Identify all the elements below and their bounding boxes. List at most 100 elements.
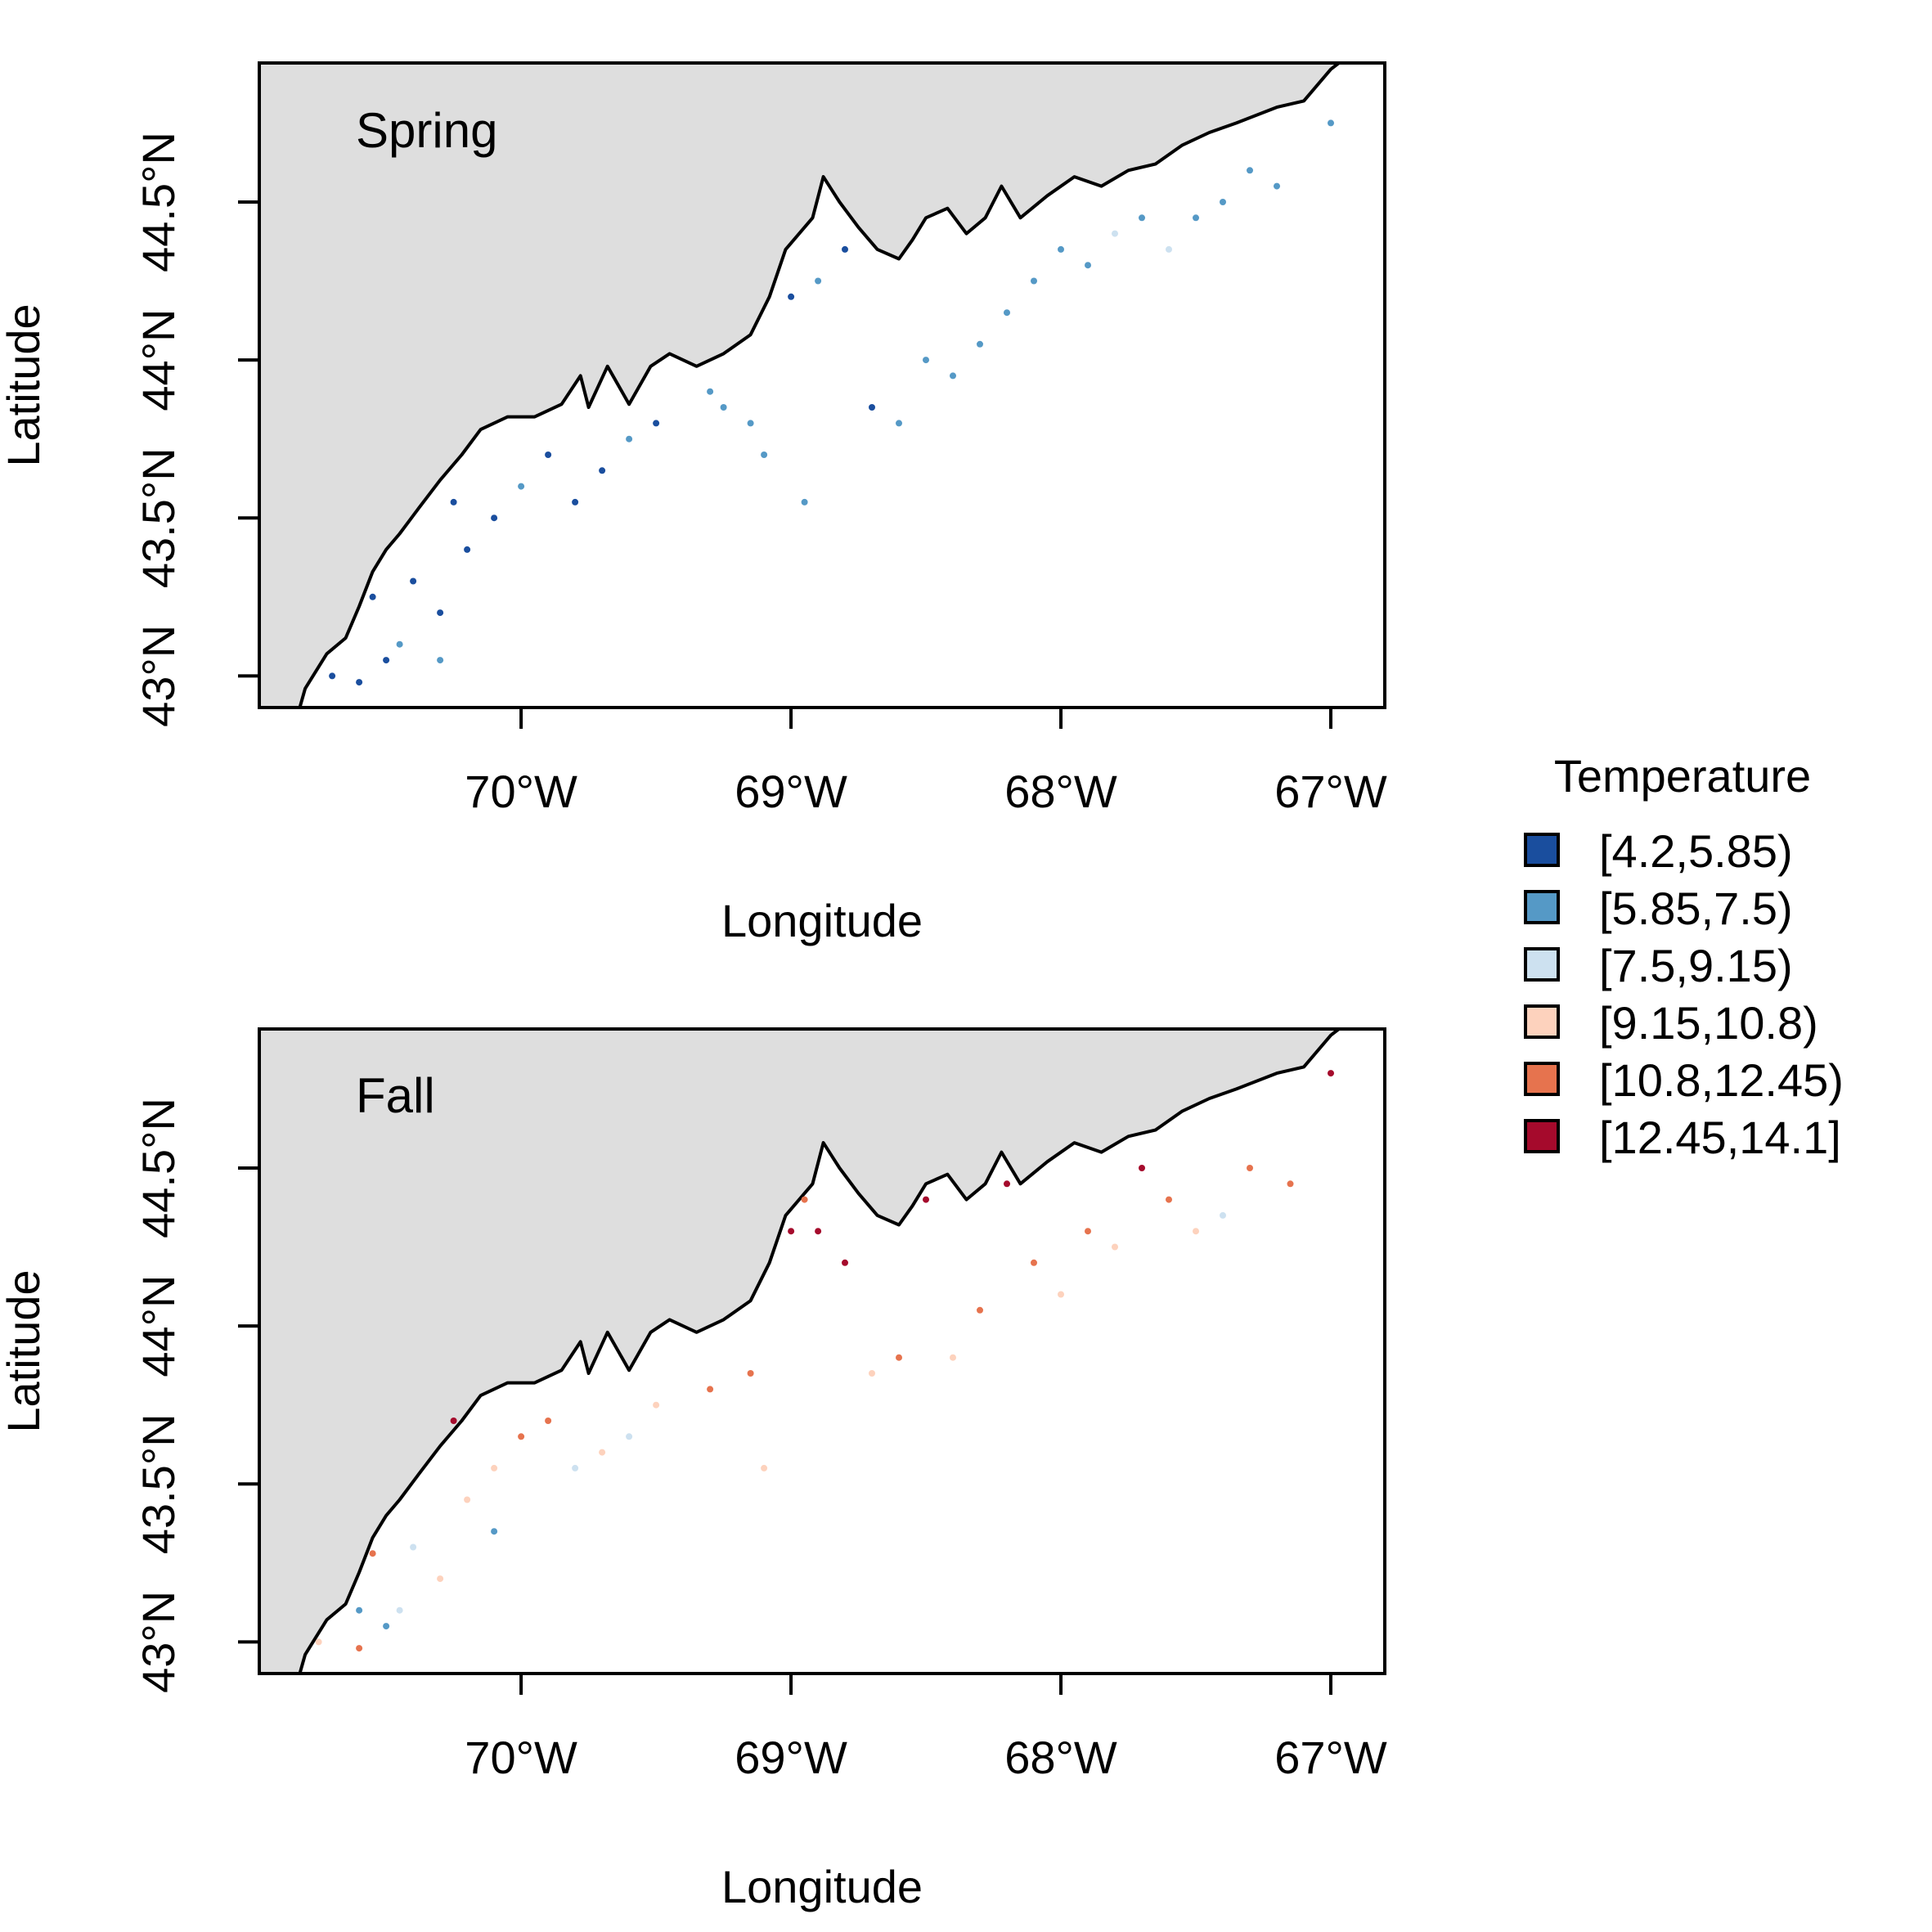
legend-item-label: [4.2,5.85) [1599,825,1793,877]
spring-station-point [396,640,403,648]
spring-station-point [545,452,552,458]
spring-station-point [437,609,444,617]
spring-station-point [369,593,376,600]
spring-station-point [1031,277,1037,285]
spring-station-point [599,467,606,474]
fall-station-point [1328,1070,1334,1077]
legend-title: Temperature [1554,750,1811,802]
fall-y-tick-label: 43.5°N [133,1413,184,1554]
fall-station-point [1112,1243,1118,1251]
legend-swatch [1524,947,1560,982]
spring-panel-title: Spring [356,103,497,158]
spring-station-point [761,452,768,458]
spring-x-tick-label: 67°W [1274,766,1387,817]
legend-item-label: [12.45,14.1] [1599,1112,1841,1163]
spring-station-point [869,404,875,411]
spring-station-point [626,435,633,443]
fall-station-point [545,1418,552,1424]
spring-y-tick-label: 44.5°N [133,132,184,272]
spring-station-point [383,657,390,664]
spring-station-point [1328,119,1334,127]
spring-station-point [1139,214,1145,222]
spring-station-point [653,420,660,427]
fall-station-point [383,1623,390,1630]
fall-y-axis-label: Latitude [0,1269,49,1432]
spring-station-point [1004,309,1010,317]
legend-swatch [1524,1119,1560,1153]
spring-station-point [1166,245,1172,253]
spring-y-axis-label: Latitude [0,303,49,466]
fall-station-point [1058,1291,1064,1298]
spring-station-point [950,372,956,380]
legend-swatch [1524,1062,1560,1096]
spring-station-point [1112,230,1118,237]
spring-x-tick-label: 68°W [1004,766,1117,817]
fall-station-point [707,1386,714,1393]
fall-station-point [369,1550,376,1557]
fall-station-point [869,1370,875,1377]
fall-station-point [626,1433,633,1440]
fall-station-point [437,1575,444,1583]
fall-station-point [356,1606,363,1614]
fall-station-point [356,1645,363,1652]
fall-station-point [896,1354,902,1361]
fall-land-coastline [259,1029,1341,1674]
spring-station-point [842,245,848,253]
spring-station-point [1247,167,1253,174]
fall-station-point [977,1306,983,1314]
fall-station-point [599,1449,606,1456]
spring-station-point [450,498,457,505]
fall-x-axis-label: Longitude [721,1861,923,1912]
fall-station-point [1004,1180,1010,1188]
spring-station-point [1220,199,1226,205]
legend-swatch [1524,833,1560,867]
legend-item-label: [9.15,10.8) [1599,997,1818,1049]
spring-plot-frame [258,61,1386,709]
fall-station-point [761,1464,768,1471]
spring-station-point [801,498,808,505]
fall-station-point [410,1543,417,1551]
spring-station-point [747,420,754,427]
fall-y-tick-label: 44°N [133,1275,184,1377]
fall-station-point [950,1354,956,1361]
fall-station-point [1085,1228,1091,1235]
spring-station-point [923,357,929,364]
spring-station-point [707,388,714,395]
fall-x-tick-label: 67°W [1274,1732,1387,1783]
fall-station-point [491,1464,498,1471]
fall-plot-frame [258,1027,1386,1675]
fall-panel-title: Fall [356,1068,435,1123]
fall-station-point [464,1496,471,1503]
fall-station-point [396,1606,403,1614]
fall-x-tick-label: 69°W [735,1732,847,1783]
fall-station-point [1031,1259,1037,1266]
spring-station-point [572,498,579,505]
fall-station-point [1220,1211,1226,1219]
fall-x-tick-label: 70°W [465,1732,577,1783]
spring-station-point [788,293,795,300]
legend-item-label: [7.5,9.15) [1599,940,1793,991]
spring-y-tick-label: 43°N [133,625,184,727]
spring-station-point [356,679,363,686]
spring-y-tick-label: 43.5°N [133,447,184,588]
fall-station-point [1139,1165,1145,1171]
spring-x-tick-label: 69°W [735,766,847,817]
spring-station-point [1058,245,1064,253]
spring-station-point [518,483,525,490]
fall-station-point [1193,1228,1199,1235]
fall-station-point [1247,1165,1253,1171]
fall-station-point [1166,1196,1172,1203]
spring-station-point [491,514,498,522]
spring-station-point [437,657,444,664]
legend-item-label: [5.85,7.5) [1599,883,1793,934]
fall-x-tick-label: 68°W [1004,1732,1117,1783]
spring-x-axis-label: Longitude [721,895,923,946]
fall-station-point [315,1638,322,1646]
spring-station-point [329,672,336,680]
fall-station-point [491,1528,498,1535]
fall-station-point [572,1464,579,1471]
fall-station-point [815,1228,822,1235]
spring-x-tick-label: 70°W [465,766,577,817]
spring-station-point [815,277,822,285]
